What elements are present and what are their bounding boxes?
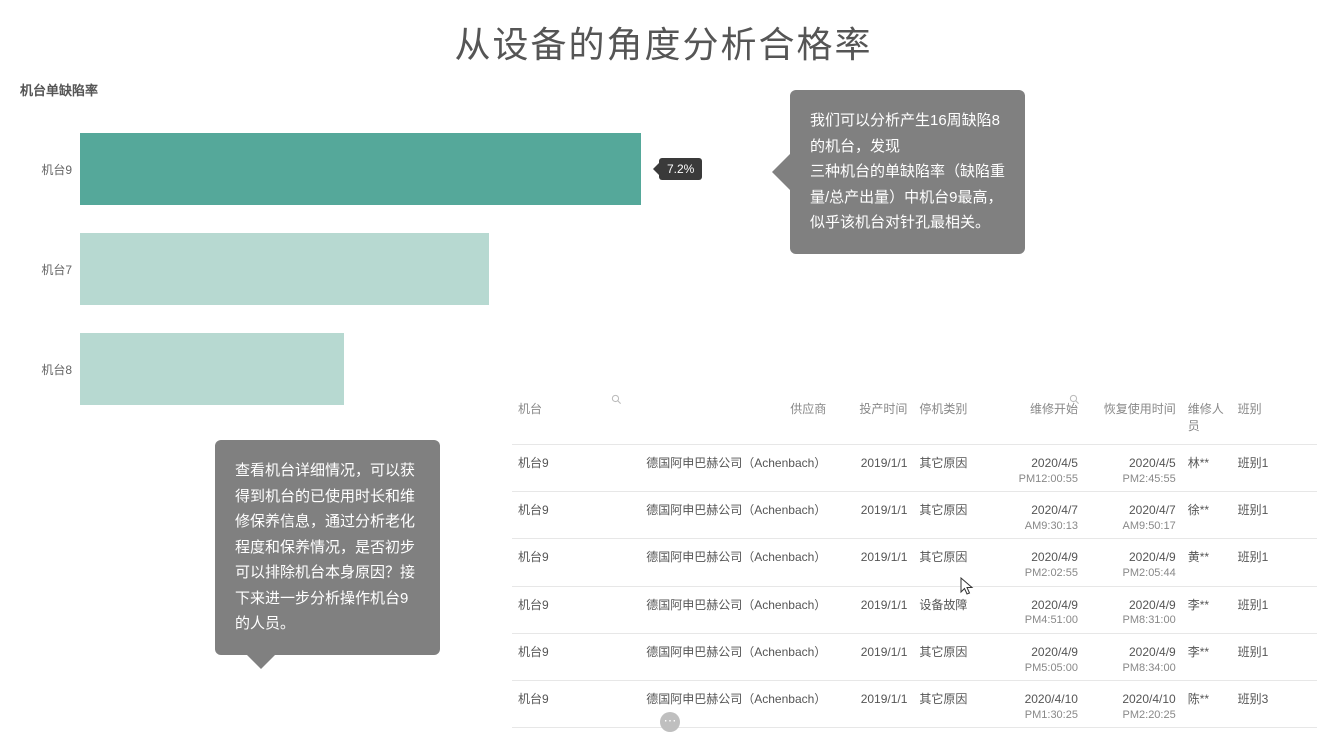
cell-blank (1286, 539, 1317, 586)
bar-fill[interactable]: 7.2% (80, 133, 641, 205)
column-header-staff[interactable]: 维修人员 (1182, 388, 1232, 445)
cell-machine: 机台9 (512, 680, 626, 727)
table-row[interactable]: 机台9德国阿申巴赫公司（Achenbach）2019/1/1其它原因2020/4… (512, 445, 1317, 492)
cell-resume_time: 2020/4/7AM9:50:17 (1084, 492, 1182, 539)
cell-blank (1286, 586, 1317, 633)
cell-supplier: 德国阿申巴赫公司（Achenbach） (626, 445, 832, 492)
cell-stop_type: 设备故障 (913, 728, 986, 739)
page-title: 从设备的角度分析合格率 (0, 0, 1327, 68)
cell-prod_date: 2019/1/1 (832, 633, 913, 680)
cell-supplier: 德国阿申巴赫公司（Achenbach） (626, 633, 832, 680)
callout-analysis: 我们可以分析产生16周缺陷8的机台，发现三种机台的单缺陷率（缺陷重量/总产出量）… (790, 90, 1025, 254)
cell-supplier: 德国阿申巴赫公司（Achenbach） (626, 492, 832, 539)
cell-repair_start: 2020/4/11AM6:10:00 (986, 728, 1084, 739)
cell-resume_time: 2020/4/11AM6:25:00 (1084, 728, 1182, 739)
cell-machine: 机台9 (512, 728, 626, 739)
cell-resume_time: 2020/4/9PM8:31:00 (1084, 586, 1182, 633)
cell-staff: 李** (1182, 586, 1232, 633)
cell-shift: 班别1 (1232, 728, 1286, 739)
bar-tooltip: 7.2% (659, 158, 702, 180)
cell-resume_time: 2020/4/5PM2:45:55 (1084, 445, 1182, 492)
chart-area[interactable]: 机台97.2%机台7机台8 (20, 119, 740, 419)
cell-supplier: 德国阿申巴赫公司（Achenbach） (626, 728, 832, 739)
callout-detail: 查看机台详细情况，可以获得到机台的已使用时长和维修保养信息，通过分析老化程度和保… (215, 440, 440, 655)
cell-repair_start: 2020/4/9PM4:51:00 (986, 586, 1084, 633)
cell-prod_date: 2019/1/1 (832, 586, 913, 633)
cell-staff: 郭** (1182, 728, 1232, 739)
table-row[interactable]: 机台9德国阿申巴赫公司（Achenbach）2019/1/1其它原因2020/4… (512, 633, 1317, 680)
cell-shift: 班别1 (1232, 586, 1286, 633)
cell-staff: 林** (1182, 445, 1232, 492)
column-header-repair_start[interactable]: 维修开始 (986, 388, 1084, 445)
table-row[interactable]: 机台9德国阿申巴赫公司（Achenbach）2019/1/1设备故障2020/4… (512, 586, 1317, 633)
cell-resume_time: 2020/4/10PM2:20:25 (1084, 680, 1182, 727)
cell-machine: 机台9 (512, 445, 626, 492)
cell-resume_time: 2020/4/9PM8:34:00 (1084, 633, 1182, 680)
cell-machine: 机台9 (512, 539, 626, 586)
column-header-supplier[interactable]: 供应商 (626, 388, 832, 445)
cell-blank (1286, 492, 1317, 539)
cell-prod_date: 2019/1/1 (832, 445, 913, 492)
search-icon[interactable] (1069, 394, 1080, 405)
cell-resume_time: 2020/4/9PM2:05:44 (1084, 539, 1182, 586)
defect-rate-chart: 机台单缺陷率 机台97.2%机台7机台8 (20, 80, 740, 419)
cell-machine: 机台9 (512, 492, 626, 539)
search-icon[interactable] (611, 394, 622, 405)
cell-shift: 班别3 (1232, 680, 1286, 727)
cell-prod_date: 2019/1/1 (832, 539, 913, 586)
bar-label: 机台9 (20, 161, 80, 178)
cell-machine: 机台9 (512, 633, 626, 680)
cell-repair_start: 2020/4/7AM9:30:13 (986, 492, 1084, 539)
chart-title: 机台单缺陷率 (20, 80, 740, 99)
table-row[interactable]: 机台9德国阿申巴赫公司（Achenbach）2019/1/1其它原因2020/4… (512, 539, 1317, 586)
cell-stop_type: 其它原因 (913, 445, 986, 492)
bar-row[interactable]: 机台97.2% (20, 119, 740, 219)
column-header-stop_type[interactable]: 停机类别 (913, 388, 986, 445)
table-row[interactable]: 机台9德国阿申巴赫公司（Achenbach）2019/1/1其它原因2020/4… (512, 492, 1317, 539)
bar-fill[interactable] (80, 333, 344, 405)
bar-fill[interactable] (80, 233, 489, 305)
cell-repair_start: 2020/4/9PM5:05:00 (986, 633, 1084, 680)
table-row[interactable]: 机台9德国阿申巴赫公司（Achenbach）2019/1/1其它原因2020/4… (512, 680, 1317, 727)
more-icon[interactable]: ⋯ (660, 712, 680, 732)
column-header-resume_time[interactable]: 恢复使用时间 (1084, 388, 1182, 445)
cell-supplier: 德国阿申巴赫公司（Achenbach） (626, 680, 832, 727)
cell-repair_start: 2020/4/10PM1:30:25 (986, 680, 1084, 727)
cell-shift: 班别1 (1232, 492, 1286, 539)
column-header-shift[interactable]: 班别 (1232, 388, 1286, 445)
cell-staff: 徐** (1182, 492, 1232, 539)
table-row[interactable]: 机台9德国阿申巴赫公司（Achenbach）2019/1/1设备故障2020/4… (512, 728, 1317, 739)
cell-prod_date: 2019/1/1 (832, 492, 913, 539)
cell-prod_date: 2019/1/1 (832, 680, 913, 727)
cell-shift: 班别1 (1232, 633, 1286, 680)
cell-blank (1286, 728, 1317, 739)
cell-staff: 黄** (1182, 539, 1232, 586)
cell-blank (1286, 680, 1317, 727)
cell-blank (1286, 633, 1317, 680)
column-header-blank[interactable] (1286, 388, 1317, 445)
bar-row[interactable]: 机台7 (20, 219, 740, 319)
cell-stop_type: 其它原因 (913, 680, 986, 727)
cell-blank (1286, 445, 1317, 492)
cell-stop_type: 设备故障 (913, 586, 986, 633)
cell-staff: 李** (1182, 633, 1232, 680)
cell-supplier: 德国阿申巴赫公司（Achenbach） (626, 539, 832, 586)
cell-supplier: 德国阿申巴赫公司（Achenbach） (626, 586, 832, 633)
cell-repair_start: 2020/4/5PM12:00:55 (986, 445, 1084, 492)
column-header-machine[interactable]: 机台 (512, 388, 626, 445)
bar-label: 机台7 (20, 261, 80, 278)
machine-detail-table[interactable]: 机台供应商投产时间停机类别维修开始恢复使用时间维修人员班别 机台9德国阿申巴赫公… (512, 388, 1317, 739)
cell-staff: 陈** (1182, 680, 1232, 727)
cell-repair_start: 2020/4/9PM2:02:55 (986, 539, 1084, 586)
cell-shift: 班别1 (1232, 445, 1286, 492)
column-header-prod_date[interactable]: 投产时间 (832, 388, 913, 445)
cell-machine: 机台9 (512, 586, 626, 633)
cell-stop_type: 其它原因 (913, 539, 986, 586)
cell-stop_type: 其它原因 (913, 492, 986, 539)
bar-label: 机台8 (20, 361, 80, 378)
cell-shift: 班别1 (1232, 539, 1286, 586)
cell-prod_date: 2019/1/1 (832, 728, 913, 739)
cell-stop_type: 其它原因 (913, 633, 986, 680)
